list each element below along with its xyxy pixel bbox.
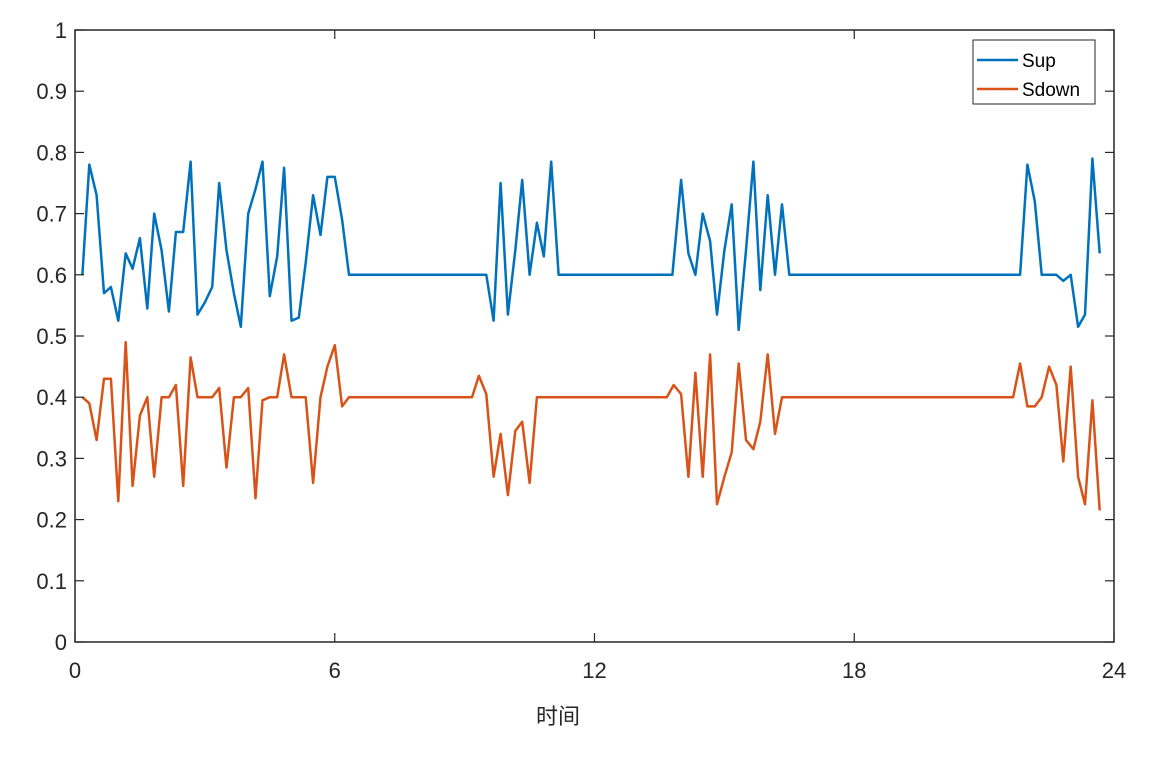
legend-label-sup: Sup [1022,51,1056,72]
series-line-sup [81,157,1101,332]
x-tick-label: 6 [329,658,341,683]
y-tick-label: 1 [55,18,67,43]
x-axis-label: 时间 [536,705,580,730]
x-tick-label: 24 [1102,658,1126,683]
y-tick-label: 0.8 [36,140,67,165]
y-tick-label: 0 [55,630,67,655]
x-axis-ticks: 0 6 12 18 24 [69,30,1126,683]
legend: Sup Sdown [972,39,1096,105]
axes-box [74,29,1115,643]
x-tick-label: 18 [842,658,866,683]
y-tick-label: 0.4 [36,385,67,410]
legend-label-sdown: Sdown [1022,80,1080,101]
y-tick-label: 0.2 [36,508,67,533]
y-tick-label: 0.5 [36,324,67,349]
series-line-sdown [81,340,1101,511]
y-tick-label: 0.9 [36,79,67,104]
series-layer [81,157,1101,511]
y-tick-label: 0.7 [36,202,67,227]
y-tick-label: 0.3 [36,446,67,471]
y-tick-label: 0.1 [36,569,67,594]
y-tick-label: 0.6 [36,263,67,288]
plot-area [75,30,1114,642]
y-axis-ticks: 0 0.1 0.2 0.3 0.4 0.5 0.6 0.7 0.8 0.9 1 [36,18,1114,655]
legend-box [972,39,1096,105]
x-tick-label: 0 [69,658,81,683]
x-tick-label: 12 [582,658,606,683]
